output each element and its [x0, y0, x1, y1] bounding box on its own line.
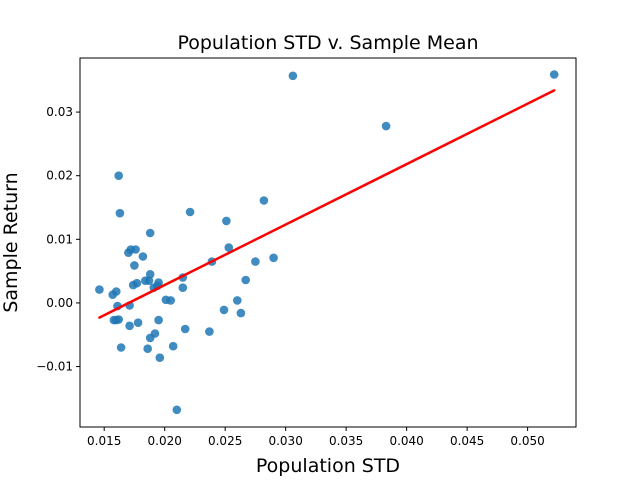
x-tick-label: 0.030: [268, 434, 302, 448]
scatter-point: [95, 285, 104, 294]
scatter-point: [166, 296, 175, 305]
scatter-point: [233, 296, 242, 305]
scatter-point: [288, 71, 298, 81]
scatter-point: [150, 329, 160, 338]
scatter-point: [145, 270, 155, 279]
chart-title: Population STD v. Sample Mean: [177, 32, 478, 54]
x-tick-label: 0.015: [87, 434, 121, 448]
scatter-point: [154, 315, 163, 325]
scatter-point: [241, 275, 250, 285]
plot-background: [80, 58, 576, 427]
scatter-point: [144, 276, 154, 286]
scatter-point: [219, 305, 229, 315]
scatter-point: [224, 243, 234, 252]
scatter-point: [115, 208, 125, 218]
scatter-point: [168, 341, 178, 351]
y-tick-label: 0.03: [46, 105, 73, 119]
scatter-point: [138, 252, 148, 261]
scatter-point: [125, 321, 134, 331]
x-tick-label: 0.025: [208, 434, 242, 448]
scatter-point: [143, 344, 152, 354]
scatter-point: [130, 261, 139, 270]
scatter-point: [205, 327, 214, 336]
scatter-point: [114, 315, 123, 324]
scatter-point: [251, 257, 260, 266]
scatter-point: [259, 196, 269, 205]
scatter-point: [178, 283, 188, 293]
scatter-point: [116, 343, 126, 352]
y-tick-label: 0.01: [46, 232, 73, 246]
x-tick-label: 0.040: [389, 434, 423, 448]
scatter-point: [155, 353, 165, 363]
scatter-point: [145, 228, 155, 238]
x-tick-label: 0.050: [510, 434, 544, 448]
scatter-point: [112, 287, 121, 296]
scatter-point: [131, 245, 140, 254]
trend-line-layer: [98, 89, 556, 319]
x-axis-ticks: 0.015 0.020 0.025 0.030 0.035 0.040 0.045 0.050: [87, 427, 545, 448]
x-tick-label: 0.045: [450, 434, 484, 448]
scatter-point: [269, 253, 278, 263]
scatter-point: [114, 171, 123, 180]
scatter-point: [133, 318, 143, 328]
x-tick-label: 0.020: [148, 434, 182, 448]
scatter-point: [154, 278, 163, 287]
y-tick-label: 0.02: [46, 169, 73, 183]
scatter-point: [381, 121, 391, 131]
plot-frame: [79, 57, 577, 428]
scatter-point: [549, 70, 559, 79]
regression-line: [98, 89, 556, 319]
y-axis-ticks: −0.01 0.00 0.01 0.02 0.03: [36, 105, 80, 374]
y-axis-label: Sample Return: [0, 172, 22, 312]
x-tick-label: 0.035: [329, 434, 363, 448]
y-tick-label: −0.01: [36, 360, 73, 374]
scatter-point: [180, 324, 190, 334]
y-tick-label: 0.00: [46, 296, 73, 310]
plot-area: [79, 57, 577, 428]
scatter-point: [172, 405, 182, 415]
scatter-point: [222, 216, 231, 226]
scatter-point: [185, 207, 195, 217]
x-axis-label: Population STD: [256, 455, 400, 477]
scatter-point: [236, 308, 246, 318]
scatter-point: [132, 278, 142, 288]
